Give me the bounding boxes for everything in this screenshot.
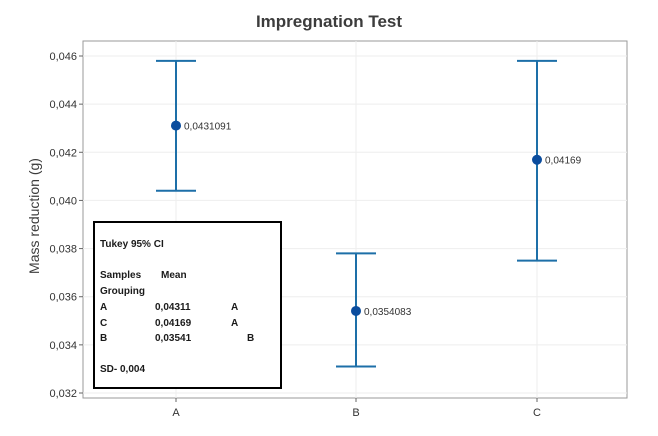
y-tick-label: 0,040	[49, 195, 77, 207]
legend-header-mean: Mean	[161, 270, 187, 281]
y-tick-label: 0,032	[49, 388, 77, 400]
legend-header-samples: Samples	[100, 270, 142, 281]
x-tick-label: A	[172, 407, 180, 419]
legend-row-mean: 0,04311	[155, 302, 191, 313]
legend-row-group: A	[231, 302, 239, 313]
legend-header-grouping: Grouping	[100, 286, 145, 297]
chart-title: Impregnation Test	[256, 12, 402, 31]
legend-row-group: A	[231, 318, 239, 329]
legend-row-group: B	[247, 333, 255, 344]
y-tick-label: 0,044	[49, 99, 77, 111]
interval-series: 0,0431091 0,0354083 0,04169	[156, 59, 582, 368]
mean-data-label: 0,0354083	[364, 307, 412, 318]
legend-row-sample: A	[100, 302, 108, 313]
y-axis-ticks: 0,032 0,034 0,036 0,038 0,040 0,042 0,044 0,046	[49, 51, 83, 400]
x-tick-label: C	[533, 407, 541, 419]
y-tick-label: 0,046	[49, 51, 77, 63]
x-axis-ticks: A B C	[172, 398, 541, 419]
mean-data-label: 0,04169	[545, 156, 582, 167]
mean-point	[532, 154, 542, 165]
plot-frame	[82, 40, 628, 399]
x-tick-label: B	[352, 407, 359, 419]
y-tick-label: 0,038	[49, 244, 77, 256]
y-tick-label: 0,042	[49, 147, 77, 159]
tukey-legend-box: Tukey 95% CI Samples Mean Grouping A 0,0…	[93, 221, 282, 389]
y-tick-label: 0,036	[49, 292, 77, 304]
legend-row-sample: B	[100, 333, 108, 344]
legend-row-mean: 0,03541	[155, 333, 192, 344]
y-tick-label: 0,034	[49, 340, 77, 352]
mean-point	[351, 305, 361, 316]
mean-point	[171, 120, 181, 131]
legend-title: Tukey 95% CI	[100, 239, 164, 250]
mean-data-label: 0,0431091	[184, 122, 232, 133]
legend-row-mean: 0,04169	[155, 318, 192, 329]
legend-sd: SD- 0,004	[100, 364, 146, 375]
y-axis-label: Mass reduction (g)	[26, 158, 42, 274]
legend-row-sample: C	[100, 318, 108, 329]
